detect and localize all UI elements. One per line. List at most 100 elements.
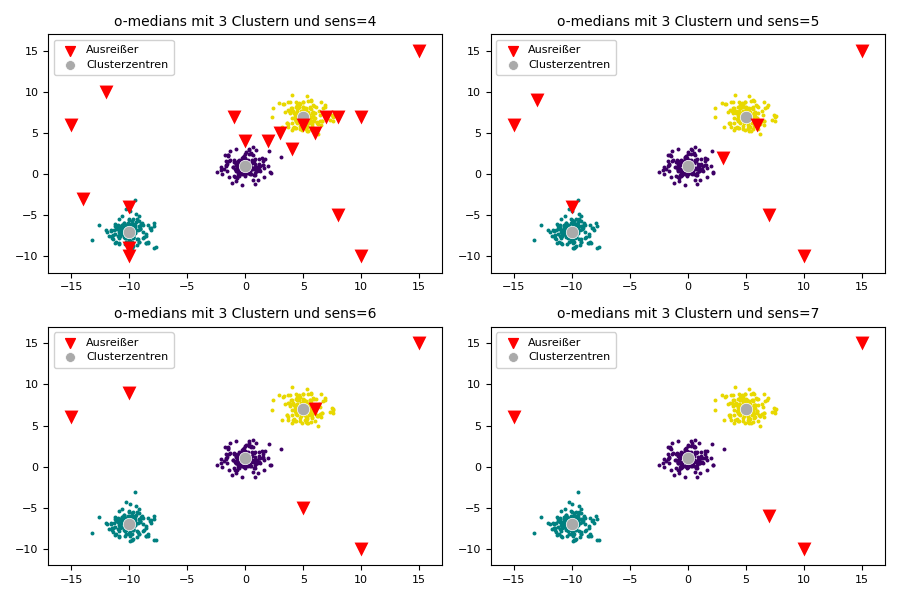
Point [688, 463, 703, 472]
Point [121, 516, 135, 526]
Point [294, 110, 309, 120]
Point [301, 399, 315, 409]
Point [694, 159, 708, 169]
Point [735, 413, 750, 423]
Point [301, 418, 315, 428]
Point [290, 108, 304, 118]
Point [285, 415, 300, 425]
Point [574, 216, 589, 226]
Point [569, 524, 583, 534]
Point [738, 389, 752, 399]
Point [125, 520, 140, 530]
Point [583, 530, 598, 539]
Point [294, 115, 309, 125]
Point [124, 237, 139, 247]
Point [552, 237, 566, 247]
Point [682, 157, 697, 166]
Point [245, 163, 259, 172]
Point [276, 99, 291, 109]
Point [706, 460, 720, 469]
Point [565, 528, 580, 538]
Point [293, 100, 308, 109]
Point [237, 170, 251, 179]
Point [688, 457, 703, 466]
Point [117, 220, 131, 229]
Point [698, 452, 713, 462]
Point [680, 169, 695, 178]
Point [694, 161, 708, 170]
Point [734, 98, 749, 107]
Point [303, 125, 318, 134]
Point [733, 107, 747, 116]
Point [292, 114, 306, 124]
Point [740, 395, 754, 405]
Point [747, 119, 761, 129]
Point [290, 400, 304, 410]
Point [123, 531, 138, 541]
Point [300, 109, 314, 119]
Point [746, 112, 760, 122]
Point [297, 103, 311, 112]
Point [120, 233, 134, 242]
Point [557, 225, 572, 235]
Point [120, 526, 134, 535]
Point [681, 449, 696, 458]
Point [112, 228, 127, 238]
Point [727, 113, 742, 122]
Point [547, 231, 562, 241]
Point [732, 407, 746, 417]
Point [565, 236, 580, 246]
Point [574, 529, 589, 539]
Point [242, 457, 256, 467]
Point [288, 406, 302, 416]
Point [220, 453, 234, 463]
Point [732, 97, 746, 106]
Point [685, 438, 699, 448]
Point [227, 155, 241, 165]
Point [674, 167, 688, 177]
Point [560, 220, 574, 229]
Point [286, 398, 301, 408]
Point [678, 461, 692, 470]
Point [147, 535, 161, 545]
Point [122, 236, 137, 246]
Point [239, 155, 254, 164]
Point [673, 458, 688, 467]
Point [745, 115, 760, 124]
Point [684, 442, 698, 451]
Point [141, 239, 156, 248]
Point [245, 163, 259, 172]
Point [688, 164, 703, 174]
Point [239, 163, 254, 172]
Point [249, 162, 264, 172]
Point [684, 169, 698, 178]
Point [732, 404, 746, 413]
Point [559, 511, 573, 520]
Point [106, 235, 121, 244]
Point [239, 449, 254, 458]
Point [568, 524, 582, 534]
Point [246, 142, 260, 152]
Point [300, 418, 314, 428]
Point [694, 447, 708, 457]
Point [110, 515, 124, 525]
Point [281, 97, 295, 107]
Point [232, 460, 247, 470]
Point [680, 163, 694, 173]
Point [118, 233, 132, 243]
Point [257, 465, 272, 475]
Point [278, 399, 293, 409]
Point [223, 155, 238, 165]
Point [738, 125, 752, 135]
Point [284, 118, 299, 128]
Point [264, 168, 278, 178]
Point [693, 468, 707, 478]
Point [235, 446, 249, 455]
Point [680, 462, 694, 472]
Point [312, 116, 327, 126]
Point [147, 221, 161, 231]
Point [312, 409, 327, 419]
Point [738, 395, 752, 405]
Point [147, 243, 161, 253]
Point [554, 214, 568, 224]
